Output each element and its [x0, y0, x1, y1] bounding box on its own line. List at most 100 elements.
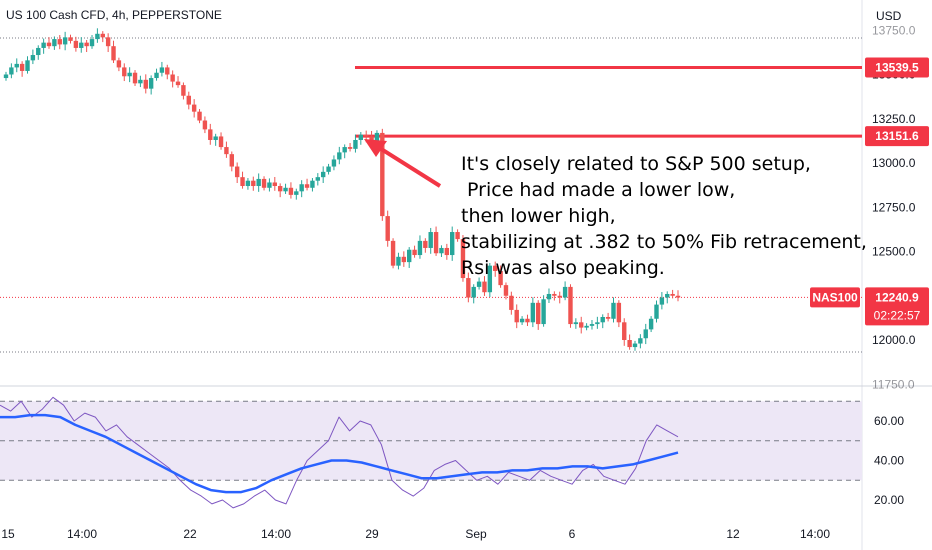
candle-body [536, 302, 541, 325]
rsi-ma-line [0, 413, 679, 494]
candle-body [116, 60, 122, 68]
candle-body [154, 72, 159, 79]
candle-body [444, 247, 450, 256]
candle-body [218, 136, 224, 148]
candle-body [100, 33, 105, 38]
candle-body [428, 232, 433, 248]
candle-body [439, 247, 444, 254]
candle-body [476, 281, 482, 287]
candle-body [525, 318, 530, 323]
candle-body [251, 180, 256, 187]
candle-body [546, 293, 552, 300]
candle-body [584, 325, 589, 328]
candle-body [14, 63, 19, 68]
time-tick-label: 14:00 [261, 527, 291, 541]
candle-body [73, 40, 79, 48]
candle-body [181, 85, 186, 96]
price-tick-label: 11750.0 [872, 377, 915, 391]
candle-body [30, 55, 36, 61]
candle-body [267, 182, 272, 188]
candle-body [132, 72, 138, 84]
candle-body [433, 232, 439, 254]
candle-body [390, 240, 396, 266]
annotation-line-2: Price had made a lower low, [461, 179, 736, 201]
candle-body [288, 187, 294, 195]
candle-body [213, 136, 218, 140]
candle-body [541, 299, 546, 325]
candle-body [310, 180, 315, 188]
annotation-line-5: Rsi was also peaking. [461, 257, 665, 279]
analysis-annotation: It's closely related to S&P 500 setup, P… [461, 151, 867, 281]
candle-body [315, 177, 321, 181]
candle-body [471, 286, 476, 298]
candle-body [648, 318, 654, 330]
candle-body [159, 67, 165, 73]
rsi-tick-label: 40.00 [874, 454, 904, 468]
candle-body [52, 39, 57, 47]
candle-body [331, 159, 337, 167]
time-tick-label: 22 [183, 527, 197, 541]
candle-body [170, 74, 175, 82]
candle-body [84, 42, 89, 47]
candle-body [503, 285, 509, 296]
candle-body [675, 295, 681, 298]
ticker-badge: NAS100 [812, 290, 858, 304]
candle-body [347, 147, 353, 149]
candle-body [234, 166, 240, 178]
candle-body [659, 297, 665, 305]
candle-body [401, 256, 407, 263]
ticker-badge-bg [810, 287, 860, 308]
bar-countdown: 02:22:57 [874, 308, 921, 322]
level-mid-badge: 13151.6 [875, 129, 919, 143]
rsi-line [0, 396, 679, 509]
candle-body [568, 286, 573, 325]
candle-body [79, 42, 84, 48]
candle-body [25, 60, 30, 71]
candle-body [616, 302, 622, 323]
candle-body [654, 304, 659, 319]
candle-body [240, 177, 245, 187]
candle-body [272, 182, 277, 187]
candle-body [412, 249, 417, 256]
candle-body [482, 281, 487, 293]
candle-body [36, 47, 41, 56]
candle-body [369, 136, 374, 142]
candle-body [595, 322, 600, 325]
candle-body [605, 316, 611, 319]
arrow-shaft [376, 145, 442, 188]
level-high-badge: 13539.5 [875, 61, 919, 75]
candle-body [304, 184, 310, 188]
candle-body [202, 120, 208, 130]
candle-body [165, 67, 170, 75]
candle-body [498, 270, 503, 286]
candle-body [460, 239, 466, 279]
candle-body [208, 129, 213, 140]
currency-label: USD [876, 9, 902, 23]
candle-body [611, 302, 616, 319]
candle-body [229, 154, 234, 167]
candle-body [622, 322, 627, 340]
time-tick-label: 12 [726, 527, 740, 541]
symbol-title: US 100 Cash CFD, 4h, PEPPERSTONE [6, 8, 222, 22]
annotation-line-1: It's closely related to S&P 500 setup, [461, 153, 811, 175]
candle-body [299, 184, 304, 192]
time-tick-label: 29 [365, 527, 379, 541]
candle-body [89, 39, 95, 47]
price-tick-label: 12750.0 [872, 200, 916, 214]
candle-body [111, 46, 116, 61]
candle-body [9, 67, 14, 75]
candle-body [487, 265, 493, 293]
candle-body [363, 134, 369, 137]
annotation-line-3: then lower high, [461, 205, 616, 227]
candle-body [643, 329, 648, 339]
candle-body [175, 81, 181, 86]
candle-body [573, 322, 579, 325]
candle-body [320, 171, 326, 178]
candle-body [638, 338, 643, 344]
candle-body [138, 79, 143, 84]
time-tick-label: 15 [1, 527, 15, 541]
candle-body [466, 278, 471, 298]
last-price-value: 12240.9 [875, 290, 919, 304]
